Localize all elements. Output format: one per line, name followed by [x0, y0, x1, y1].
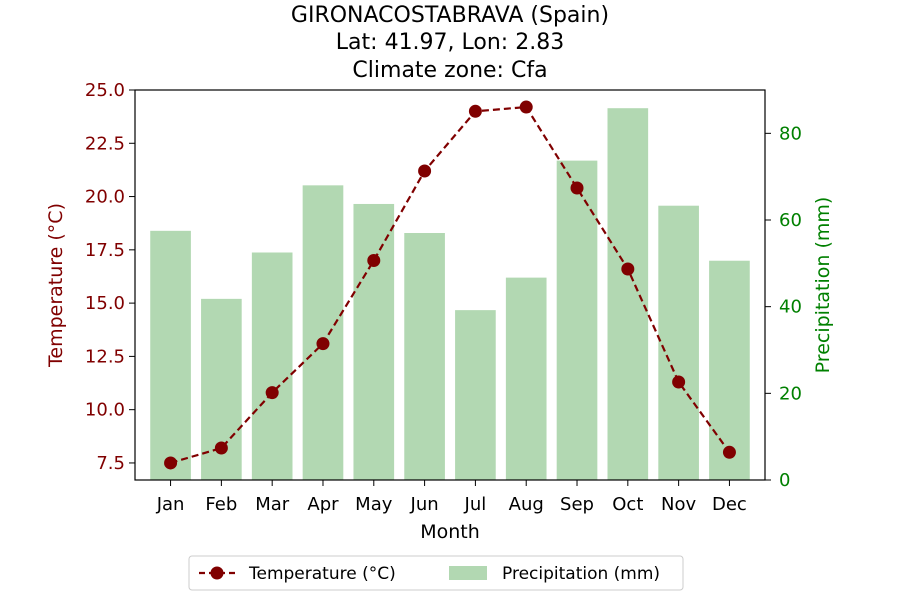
precipitation-axis-label: Precipitation (mm): [812, 197, 834, 374]
temperature-point-apr: [316, 337, 330, 351]
temperature-point-nov: [672, 375, 686, 389]
precipitation-tick-label: 80: [779, 123, 802, 144]
x-axis-label: Month: [420, 521, 480, 543]
temperature-point-sep: [570, 181, 584, 195]
x-tick-label: Dec: [712, 494, 747, 515]
temperature-tick-label: 7.5: [96, 453, 125, 474]
precipitation-bar-jun: [404, 233, 445, 480]
x-tick-label: Feb: [205, 494, 237, 515]
chart-title-line-2: Lat: 41.97, Lon: 2.83: [336, 30, 564, 55]
precipitation-bar-dec: [709, 260, 750, 480]
temperature-point-feb: [214, 441, 228, 455]
precipitation-bar-mar: [251, 252, 293, 480]
precipitation-bar-aug: [505, 277, 547, 480]
temperature-point-jan: [164, 456, 178, 470]
temperature-point-oct: [621, 262, 635, 276]
precipitation-tick-label: 60: [779, 210, 802, 231]
temperature-point-dec: [722, 445, 736, 459]
legend-frame: [188, 555, 684, 591]
temperature-point-aug: [519, 100, 533, 114]
temperature-tick-label: 22.5: [85, 133, 125, 154]
x-tick-label: Nov: [661, 494, 696, 515]
temperature-tick-label: 17.5: [85, 240, 125, 261]
temperature-point-jun: [418, 164, 432, 178]
x-tick-label: Jan: [156, 494, 185, 515]
precipitation-bar-nov: [658, 205, 699, 480]
x-tick-label: May: [355, 494, 393, 515]
temperature-axis: 7.5 10.0 12.5 15.0 17.5 20.0 22.5 25.0: [85, 80, 135, 474]
x-axis: Jan Feb Mar Apr May Jun Jul Aug Sep Oct Nov Dec: [156, 480, 747, 515]
legend-precipitation-label: Precipitation (mm): [502, 564, 660, 584]
temperature-point-may: [367, 253, 381, 267]
precipitation-tick-label: 0: [779, 470, 790, 491]
precipitation-tick-label: 40: [779, 297, 802, 318]
precipitation-bar-jan: [150, 230, 191, 480]
temperature-tick-label: 10.0: [85, 400, 125, 421]
temperature-axis-label: Temperature (°C): [45, 203, 67, 368]
x-tick-label: Oct: [612, 494, 643, 515]
precipitation-bar-may: [353, 203, 395, 480]
temperature-tick-label: 25.0: [85, 80, 125, 101]
x-tick-label: Aug: [509, 494, 544, 515]
precipitation-bars: [150, 108, 750, 481]
precipitation-bar-apr: [302, 185, 344, 481]
x-tick-label: Jun: [410, 494, 439, 515]
temperature-series-line: [170, 105, 731, 465]
temperature-tick-label: 15.0: [85, 293, 125, 314]
legend-temperature-marker: [210, 566, 224, 580]
precipitation-bar-jul: [455, 310, 496, 480]
precipitation-bar-sep: [556, 160, 598, 480]
legend-temperature-label: Temperature (°C): [248, 564, 396, 584]
precipitation-axis: 0 20 40 60 80: [765, 123, 802, 491]
temperature-point-jul: [468, 104, 482, 118]
precipitation-bar-oct: [607, 108, 649, 480]
temperature-point-mar: [265, 386, 279, 400]
x-tick-label: Jul: [464, 494, 487, 515]
legend-precipitation-swatch: [449, 566, 487, 580]
plot-frame: [134, 89, 766, 481]
temperature-tick-label: 20.0: [85, 187, 125, 208]
legend: Temperature (°C) Precipitation (mm): [188, 555, 684, 591]
x-tick-label: Apr: [307, 494, 339, 515]
precipitation-tick-label: 20: [779, 383, 802, 404]
chart-title: GIRONACOSTABRAVA (Spain) Lat: 41.97, Lon…: [291, 3, 609, 83]
chart-title-line-1: GIRONACOSTABRAVA (Spain): [291, 3, 609, 28]
temperature-tick-label: 12.5: [85, 346, 125, 367]
temperature-line: [164, 100, 736, 470]
chart-title-line-3: Climate zone: Cfa: [352, 58, 547, 83]
x-tick-label: Mar: [255, 494, 290, 515]
x-tick-label: Sep: [560, 494, 594, 515]
